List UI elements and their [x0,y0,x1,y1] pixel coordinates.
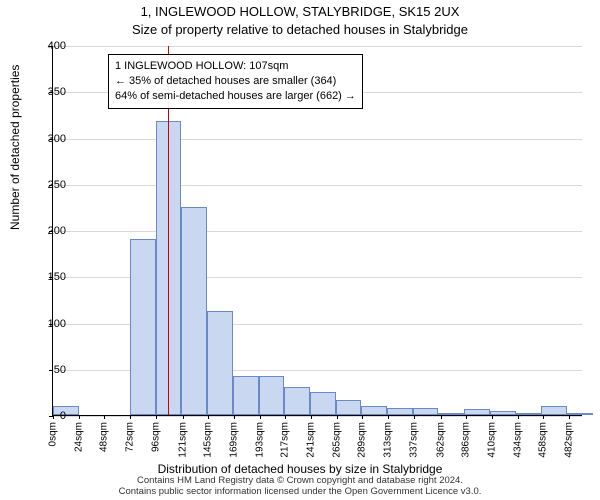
ytick-label: 50 [54,364,66,376]
xtick-label: 0sqm [48,422,59,446]
histogram-bar [413,408,439,415]
xtick-mark [208,415,209,419]
xtick-mark [518,415,519,419]
xtick-mark [260,415,261,419]
ytick-mark [49,370,53,371]
histogram-bar [387,408,413,415]
xtick-label: 48sqm [99,422,110,452]
histogram-bar [567,413,593,415]
xtick-mark [311,415,312,419]
xtick-label: 289sqm [357,422,368,458]
xtick-mark [569,415,570,419]
xtick-mark [79,415,80,419]
xtick-label: 362sqm [435,422,446,458]
xtick-label: 193sqm [254,422,265,458]
ytick-label: 250 [48,179,66,191]
histogram-bar [310,392,336,415]
xtick-label: 24sqm [73,422,84,452]
histogram-bar [233,376,259,415]
xtick-mark [543,415,544,419]
xtick-label: 72sqm [125,422,136,452]
gridline [53,416,582,417]
xtick-mark [104,415,105,419]
xtick-mark [234,415,235,419]
histogram-bar [181,207,207,415]
histogram-bar [516,413,542,415]
histogram-bar [361,406,387,415]
xtick-mark [53,415,54,419]
ytick-label: 100 [48,318,66,330]
xtick-mark [183,415,184,419]
footer-line-2: Contains public sector information licen… [0,487,600,498]
xtick-label: 313sqm [383,422,394,458]
xtick-mark [441,415,442,419]
histogram-bar [284,387,310,415]
footer-attribution: Contains HM Land Registry data © Crown c… [0,476,600,498]
xtick-label: 96sqm [150,422,161,452]
xtick-mark [130,415,131,419]
ytick-label: 150 [48,271,66,283]
xtick-mark [285,415,286,419]
histogram-bar [464,409,490,415]
histogram-bar [207,311,233,415]
xtick-label: 241sqm [306,422,317,458]
gridline [53,185,582,186]
histogram-bar [156,121,182,415]
xtick-label: 386sqm [461,422,472,458]
xtick-label: 434sqm [512,422,523,458]
annotation-box: 1 INGLEWOOD HOLLOW: 107sqm ← 35% of deta… [108,54,363,109]
histogram-bar [490,411,516,415]
histogram-bar [541,406,567,415]
xtick-label: 410sqm [486,422,497,458]
xtick-label: 217sqm [280,422,291,458]
title-line-1: 1, INGLEWOOD HOLLOW, STALYBRIDGE, SK15 2… [0,4,600,19]
xtick-mark [388,415,389,419]
histogram-bar [130,239,156,415]
xtick-mark [414,415,415,419]
xtick-mark [492,415,493,419]
xtick-label: 458sqm [538,422,549,458]
ytick-label: 350 [48,86,66,98]
gridline [53,46,582,47]
xtick-mark [156,415,157,419]
ytick-label: 200 [48,225,66,237]
histogram-plot: 0sqm24sqm48sqm72sqm96sqm121sqm145sqm169s… [52,46,582,416]
xtick-label: 145sqm [203,422,214,458]
xtick-label: 169sqm [228,422,239,458]
ytick-label: 0 [60,410,66,422]
xtick-mark [337,415,338,419]
title-line-2: Size of property relative to detached ho… [0,22,600,37]
xtick-label: 121sqm [177,422,188,458]
y-axis-label: Number of detached properties [8,65,22,230]
xtick-label: 337sqm [408,422,419,458]
histogram-bar [336,400,362,415]
ytick-label: 400 [48,40,66,52]
annotation-line-1: 1 INGLEWOOD HOLLOW: 107sqm [115,59,356,74]
histogram-bar [259,376,285,415]
x-axis-label: Distribution of detached houses by size … [0,462,600,476]
ytick-label: 300 [48,133,66,145]
histogram-bar [438,413,464,415]
xtick-mark [466,415,467,419]
xtick-label: 482sqm [564,422,575,458]
xtick-mark [362,415,363,419]
gridline [53,139,582,140]
xtick-label: 265sqm [331,422,342,458]
annotation-line-3: 64% of semi-detached houses are larger (… [115,89,356,104]
annotation-line-2: ← 35% of detached houses are smaller (36… [115,74,356,89]
gridline [53,231,582,232]
